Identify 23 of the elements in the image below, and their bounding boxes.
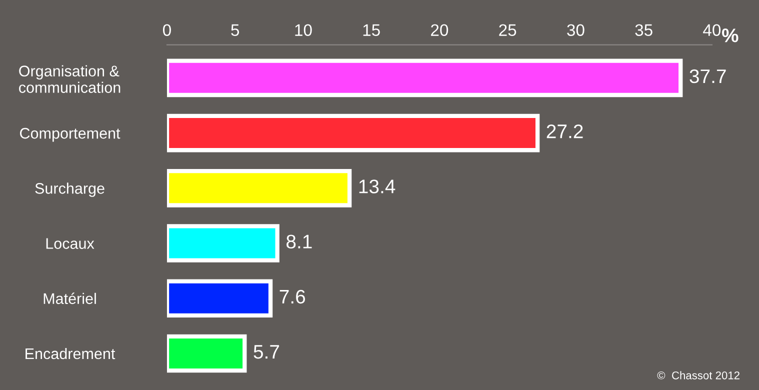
x-tick-label: 35 (635, 24, 652, 36)
y-tick-label: Organisation & communication (19, 65, 120, 93)
x-tick-label: 5 (231, 24, 240, 36)
x-tick-label: 25 (499, 24, 516, 36)
data-label: 27.2 (546, 124, 583, 138)
x-tick-label: 40 (703, 24, 721, 36)
y-tick-label: Encadrement (26, 348, 116, 360)
y-tick-label: Matériel (44, 292, 96, 304)
data-label: 7.6 (280, 290, 306, 304)
x-tick-label: 0 (162, 24, 171, 36)
data-label: 5.7 (254, 345, 280, 359)
x-tick-label: 20 (431, 24, 448, 36)
x-tick-label: 15 (363, 24, 380, 36)
y-tick-label: Comportement (20, 128, 120, 142)
y-tick-label: Surcharge (35, 182, 104, 197)
data-label: 8.1 (286, 234, 312, 248)
y-tick-label: Locaux (46, 238, 94, 249)
data-label: 37.7 (690, 69, 726, 84)
data-label: 13.4 (359, 180, 396, 194)
x-axis-title: % (722, 28, 738, 42)
annotation: © Chassot 2012 (657, 371, 740, 380)
x-tick-label: 30 (567, 24, 584, 36)
x-tick-label: 10 (295, 24, 312, 36)
